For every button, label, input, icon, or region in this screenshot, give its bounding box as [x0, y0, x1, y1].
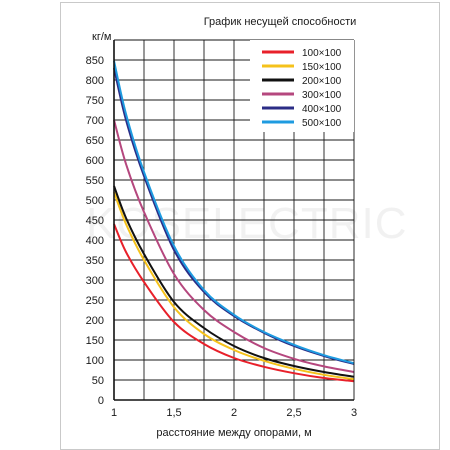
y-tick-label: 550 [86, 175, 104, 187]
y-tick-label: 250 [86, 295, 104, 307]
y-tick-label: 500 [86, 195, 104, 207]
legend-label: 400×100 [302, 104, 342, 115]
y-tick-label: 50 [92, 375, 104, 387]
y-tick-label: 100 [86, 355, 104, 367]
legend-label: 100×100 [302, 48, 342, 59]
x-tick-label: 2,5 [286, 407, 301, 419]
series-line-4 [113, 119, 355, 373]
legend-box [250, 40, 354, 132]
y-tick-label: 400 [86, 235, 104, 247]
series-line-2 [113, 191, 355, 381]
legend-label: 500×100 [302, 118, 342, 129]
legend-label: 300×100 [302, 90, 342, 101]
y-tick-label: 700 [86, 115, 104, 127]
legend-label: 200×100 [302, 76, 342, 87]
series-line-6 [113, 60, 355, 365]
y-tick-label: 300 [86, 275, 104, 287]
series-line-3 [113, 185, 355, 378]
x-tick-label: 1 [111, 407, 117, 419]
y-tick-label: 800 [86, 75, 104, 87]
y-axis-unit-label: кг/м [92, 31, 111, 43]
legend: 100×100 150×100 200×100 300×100 400×100 500×1… [250, 40, 354, 132]
x-tick-label: 2 [231, 407, 237, 419]
chart-title: График несущей способности [204, 16, 357, 28]
y-tick-label: 850 [86, 55, 104, 67]
y-tick-label: 150 [86, 335, 104, 347]
tick-labels: 0 50 100 150 200 250 300 350 400 450 500 550 600 650 7… [86, 55, 357, 419]
y-tick-label: 350 [86, 255, 104, 267]
y-tick-label: 650 [86, 135, 104, 147]
series-line-1 [113, 223, 355, 383]
y-tick-label: 0 [98, 395, 104, 407]
series-lines [113, 60, 355, 383]
x-axis-label: расстояние между опорами, м [156, 427, 311, 439]
y-tick-label: 600 [86, 155, 104, 167]
y-tick-label: 450 [86, 215, 104, 227]
legend-label: 150×100 [302, 62, 342, 73]
y-tick-label: 200 [86, 315, 104, 327]
y-tick-label: 750 [86, 95, 104, 107]
x-tick-label: 3 [351, 407, 357, 419]
x-tick-label: 1,5 [166, 407, 181, 419]
